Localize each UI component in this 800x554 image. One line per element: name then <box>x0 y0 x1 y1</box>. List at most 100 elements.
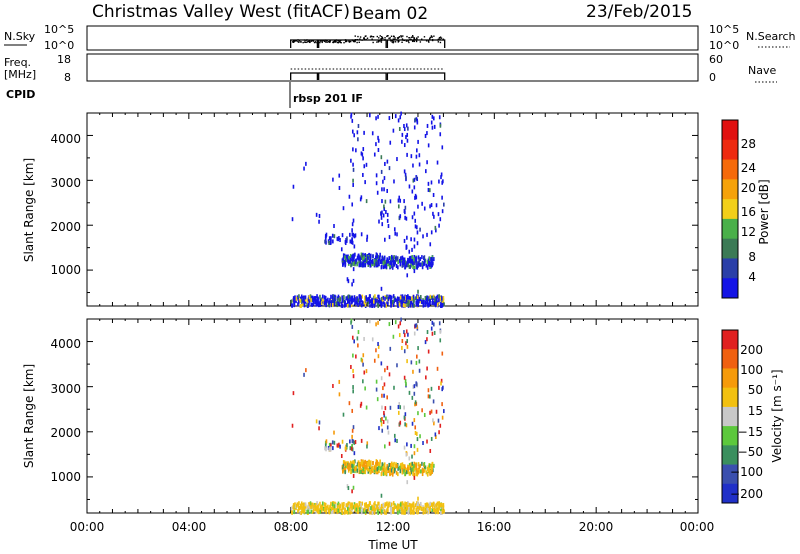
nsky-point <box>394 41 397 43</box>
velocity-cell <box>330 510 333 515</box>
power-cell <box>431 114 434 119</box>
velocity-cell <box>413 391 416 396</box>
nsky-point <box>431 38 434 41</box>
power-cell <box>403 258 406 263</box>
velocity-cell <box>361 501 364 506</box>
power-cell <box>441 296 443 301</box>
velocity-cell <box>430 502 432 507</box>
power-cell <box>410 263 412 268</box>
power-cell <box>406 235 408 240</box>
power-cell <box>387 262 390 267</box>
power-cell <box>396 232 398 237</box>
velocity-cell <box>386 365 389 370</box>
nsky-point <box>303 39 306 41</box>
power-cell <box>328 300 330 305</box>
power-cell <box>387 259 390 264</box>
power-cell <box>352 218 355 223</box>
velocity-cell <box>389 405 392 410</box>
velocity-cell <box>409 508 412 513</box>
velocity-cell <box>385 469 387 474</box>
nsky-point <box>357 35 359 38</box>
power-cbar-tick-12: 12 <box>741 225 756 239</box>
power-cell <box>344 263 346 268</box>
velocity-cell <box>415 323 418 328</box>
velocity-cell <box>349 446 352 451</box>
nsky-point <box>363 37 365 39</box>
power-cell <box>341 233 344 238</box>
nsky-point <box>332 41 335 44</box>
power-cell <box>421 265 424 270</box>
power-cell <box>438 115 441 120</box>
velocity-cell <box>377 465 380 470</box>
power-cell <box>426 302 429 307</box>
velocity-cell <box>341 510 344 515</box>
velocity-ytick-4000: 4000 <box>50 337 81 351</box>
velocity-cell <box>391 507 393 512</box>
velocity-cell <box>375 462 377 467</box>
power-cell <box>298 294 300 299</box>
nsky-point <box>329 39 331 42</box>
colorbar-swatch <box>722 426 738 446</box>
velocity-cell <box>304 502 307 507</box>
velocity-cell <box>424 340 427 345</box>
power-cell <box>387 224 390 229</box>
colorbar-swatch <box>722 179 738 200</box>
nsky-point <box>298 41 300 43</box>
power-cell <box>310 295 313 300</box>
nsky-point <box>333 39 336 42</box>
power-cell <box>356 255 359 260</box>
power-cell <box>368 299 371 304</box>
velocity-cell <box>368 506 371 511</box>
velocity-cell <box>396 505 398 510</box>
velocity-cell <box>366 467 369 472</box>
power-cell <box>406 297 409 302</box>
power-cell <box>324 295 327 300</box>
power-cell <box>432 193 435 198</box>
power-cell <box>338 173 341 178</box>
velocity-cell <box>364 505 366 510</box>
power-cell <box>338 236 340 241</box>
power-cell <box>357 137 359 142</box>
power-cell <box>361 300 364 305</box>
power-cell <box>382 265 385 270</box>
power-cell <box>354 252 356 257</box>
power-cell <box>416 264 418 269</box>
velocity-ytick-2000: 2000 <box>50 426 81 440</box>
nsky-point <box>354 35 356 37</box>
nsky-point <box>370 35 372 37</box>
velocity-cell <box>342 463 345 468</box>
velocity-cell <box>389 506 392 511</box>
power-cell <box>384 296 386 301</box>
velocity-cell <box>379 466 382 471</box>
power-cell <box>441 145 444 150</box>
velocity-cell <box>297 507 300 512</box>
power-cell <box>388 256 391 261</box>
power-ytick-2000: 2000 <box>50 220 81 234</box>
power-cell <box>399 198 402 203</box>
power-cell <box>349 253 352 258</box>
velocity-cell <box>327 504 329 509</box>
velocity-cell <box>356 336 359 341</box>
velocity-cell <box>365 502 368 507</box>
power-cell <box>317 298 319 303</box>
power-cbar-tick-8: 8 <box>748 250 756 264</box>
power-cell <box>356 301 359 306</box>
velocity-cell <box>319 509 322 514</box>
velocity-cell <box>417 510 420 515</box>
power-cell <box>392 300 394 305</box>
power-cell <box>417 263 419 268</box>
velocity-cell <box>381 462 384 467</box>
velocity-cell <box>408 502 411 507</box>
power-cell <box>388 116 391 121</box>
velocity-cell <box>377 344 380 349</box>
velocity-cell <box>413 510 415 515</box>
colorbar-swatch <box>722 139 738 161</box>
velocity-cell <box>384 368 386 373</box>
power-cell <box>319 298 322 303</box>
power-cell <box>357 123 360 128</box>
velocity-cell <box>399 502 402 507</box>
power-cell <box>401 303 403 308</box>
velocity-cell <box>387 469 390 474</box>
power-cell <box>375 255 377 260</box>
velocity-cell <box>355 354 357 359</box>
